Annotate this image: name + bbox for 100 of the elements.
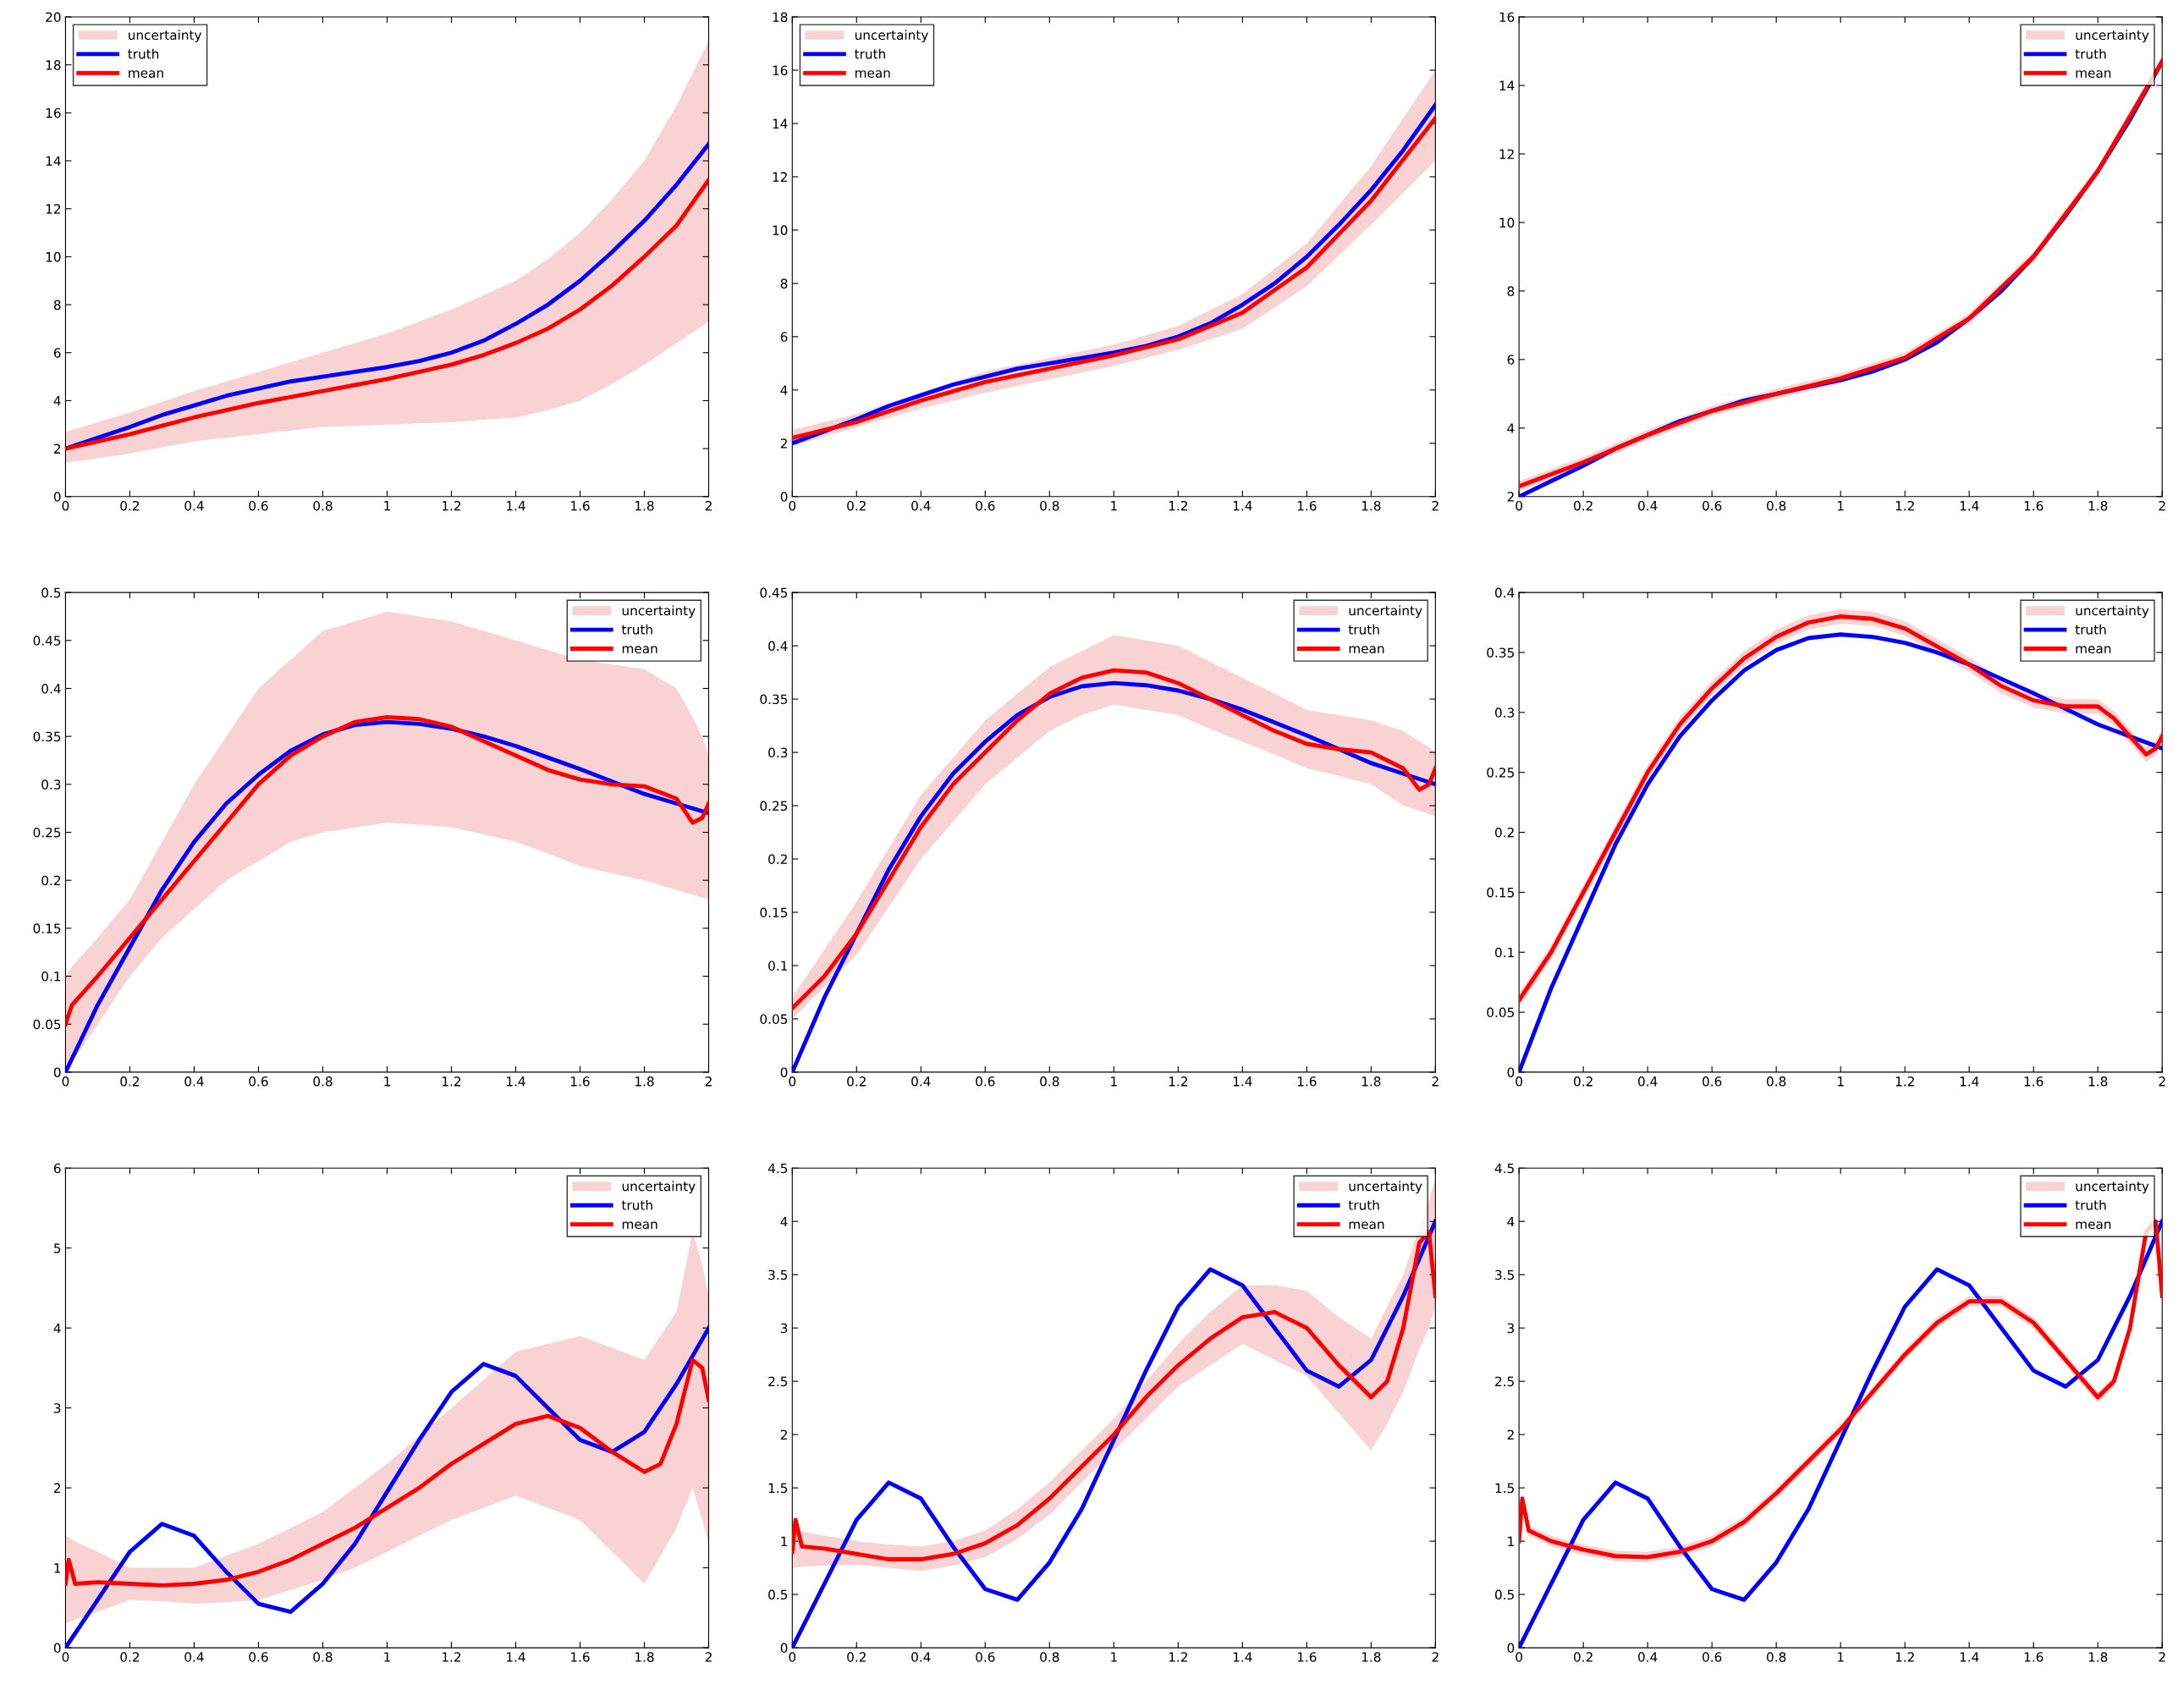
x-tick-label: 1: [1111, 501, 1117, 511]
y-tick-label: 0.3: [768, 747, 788, 758]
x-tick-label: 1.2: [1895, 500, 1914, 511]
x-tick-label: 1.4: [1960, 1652, 1979, 1662]
y-tick-label: 12: [773, 172, 787, 182]
y-tick-label: 4.5: [1494, 1163, 1514, 1174]
x-tick-label: 1.8: [635, 500, 654, 511]
y-tick-label: 2.5: [1495, 1376, 1514, 1387]
legend-label: uncertainty: [2076, 1181, 2149, 1194]
y-tick-label: 4: [780, 1216, 788, 1227]
x-tick-label: 1.2: [1169, 1652, 1187, 1662]
x-tick-label: 2: [2159, 1652, 2165, 1662]
y-tick-label: 1: [1508, 1536, 1514, 1546]
x-tick-label: 0.2: [1574, 1652, 1593, 1662]
x-tick-label: 0.8: [1040, 500, 1059, 511]
legend-label: truth: [2075, 48, 2106, 59]
x-tick-label: 1.6: [2024, 1076, 2044, 1087]
y-tick-label: 0.5: [41, 587, 61, 598]
y-tick-label: 0: [780, 1643, 788, 1654]
x-tick-label: 1.8: [1362, 500, 1381, 511]
y-tick-label: 2: [53, 443, 61, 454]
y-tick-label: 6: [780, 332, 788, 342]
y-tick-label: 12: [1499, 149, 1514, 159]
x-tick-label: 0.2: [120, 500, 140, 511]
x-tick-label: 0.4: [184, 1652, 204, 1662]
legend-label: uncertainty: [2076, 605, 2149, 619]
legend-label: mean: [129, 70, 163, 78]
y-tick-label: 0.05: [760, 1014, 788, 1024]
y-tick-label: 2: [1507, 1429, 1514, 1440]
x-tick-label: 1.4: [1960, 1076, 1979, 1087]
y-tick-label: 14: [1499, 80, 1515, 91]
y-tick-label: 14: [773, 118, 788, 129]
y-tick-label: 0.5: [1494, 1589, 1514, 1600]
y-tick-label: 0.15: [760, 907, 788, 918]
y-tick-label: 0.35: [760, 694, 788, 705]
x-tick-label: 1.4: [506, 501, 525, 511]
x-tick-label: 0.2: [1574, 1076, 1593, 1087]
y-tick-label: 0.15: [33, 923, 61, 933]
y-tick-label: 2: [1507, 492, 1514, 502]
x-tick-label: 0.2: [847, 1652, 866, 1662]
legend-label: mean: [622, 1221, 657, 1230]
x-tick-label: 1.2: [442, 1076, 461, 1087]
x-tick-label: 0.8: [1040, 1652, 1059, 1662]
x-tick-label: 2: [705, 1652, 712, 1662]
x-tick-label: 0.8: [313, 1076, 333, 1087]
x-tick-label: 1.2: [1169, 500, 1187, 511]
line-series: [65, 1357, 709, 1588]
x-tick-label: 0.6: [249, 500, 268, 511]
y-tick-label: 0.25: [1487, 768, 1514, 778]
x-tick-label: 1.8: [1362, 1652, 1381, 1662]
y-tick-label: 0.45: [760, 587, 788, 598]
y-tick-label: 4: [1507, 423, 1515, 433]
y-tick-label: 0.4: [1494, 587, 1515, 598]
x-tick-label: 2: [2159, 500, 2165, 511]
x-tick-label: 0.8: [1040, 1076, 1059, 1087]
legend-label: truth: [621, 1199, 652, 1210]
x-tick-label: 1: [1111, 1652, 1117, 1662]
y-tick-label: 6: [1507, 355, 1515, 365]
x-tick-label: 1.8: [635, 1652, 654, 1662]
y-tick-label: 0: [1507, 1643, 1515, 1654]
x-tick-label: 0: [62, 1652, 69, 1662]
y-tick-label: 0.25: [760, 801, 788, 812]
x-tick-label: 0.2: [847, 500, 866, 511]
legend-label: truth: [1348, 1199, 1379, 1210]
x-tick-label: 1.2: [1895, 1076, 1914, 1087]
x-tick-label: 0.2: [847, 1076, 866, 1087]
x-tick-label: 0.6: [249, 1652, 268, 1662]
x-tick-label: 1.2: [442, 500, 461, 511]
legend-label: uncertainty: [1349, 605, 1422, 619]
x-tick-label: 0.8: [1767, 1652, 1786, 1662]
y-tick-label: 3.5: [768, 1269, 788, 1280]
x-tick-label: 1.4: [1233, 501, 1252, 511]
y-tick-label: 5: [54, 1243, 61, 1253]
x-tick-label: 1: [1837, 501, 1844, 511]
x-tick-label: 0: [62, 1076, 69, 1087]
x-tick-label: 1.4: [506, 1652, 525, 1662]
y-tick-label: 16: [46, 107, 61, 118]
y-tick-label: 0.05: [33, 1019, 61, 1030]
x-tick-label: 1.6: [2024, 500, 2044, 511]
y-tick-label: 2: [780, 438, 787, 449]
x-tick-label: 0: [789, 500, 796, 511]
y-tick-label: 0: [780, 1067, 788, 1077]
y-tick-label: 8: [780, 278, 788, 289]
x-tick-label: 0.4: [911, 1652, 931, 1662]
x-tick-label: 1.8: [2088, 1076, 2108, 1087]
x-tick-label: 0.4: [911, 500, 931, 511]
legend-label: mean: [855, 70, 890, 78]
x-tick-label: 2: [1432, 1652, 1439, 1662]
x-tick-label: 0: [1516, 1652, 1522, 1662]
x-tick-label: 1.2: [1169, 1076, 1187, 1087]
x-tick-label: 0.6: [976, 1652, 995, 1662]
x-tick-label: 1.6: [1297, 1652, 1317, 1662]
y-tick-label: 0.25: [33, 827, 61, 838]
y-tick-label: 0.5: [768, 1589, 788, 1600]
x-tick-label: 1.6: [571, 1076, 590, 1087]
x-tick-label: 0: [789, 1076, 796, 1087]
y-tick-label: 4.5: [767, 1163, 788, 1174]
x-tick-label: 0.8: [1767, 500, 1786, 511]
y-tick-label: 14: [46, 156, 61, 166]
y-tick-label: 2: [780, 1429, 787, 1440]
